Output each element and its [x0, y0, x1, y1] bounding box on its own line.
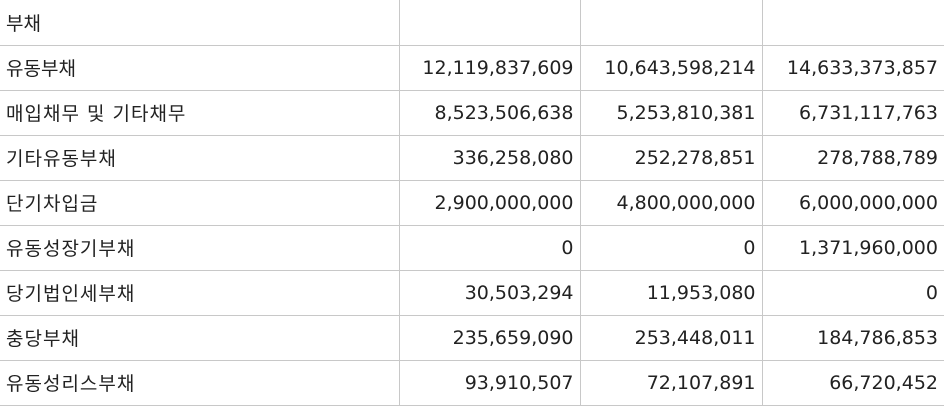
value-cell: 72,107,891: [579, 359, 763, 406]
row-label: 유동성장기부채: [0, 224, 400, 271]
value-cell: 4,800,000,000: [579, 179, 763, 226]
value-cell: 12,119,837,609: [398, 44, 581, 91]
table-row: 유동부채 12,119,837,609 10,643,598,214 14,63…: [0, 44, 944, 91]
value-cell: 1,371,960,000: [761, 224, 944, 271]
value-cell: 66,720,452: [761, 359, 944, 406]
value-cell: 253,448,011: [579, 314, 763, 361]
value-cell: 235,659,090: [398, 314, 581, 361]
table-row: 기타유동부채 336,258,080 252,278,851 278,788,7…: [0, 134, 944, 181]
table-row: 매입채무 및 기타채무 8,523,506,638 5,253,810,381 …: [0, 89, 944, 136]
row-label: 기타유동부채: [0, 134, 400, 181]
value-cell: 11,953,080: [579, 269, 763, 316]
table-row: 단기차입금 2,900,000,000 4,800,000,000 6,000,…: [0, 179, 944, 226]
table-row: 충당부채 235,659,090 253,448,011 184,786,853: [0, 314, 944, 361]
value-cell: 6,000,000,000: [761, 179, 944, 226]
value-cell: 278,788,789: [761, 134, 944, 181]
value-cell: 252,278,851: [579, 134, 763, 181]
value-cell: 0: [761, 269, 944, 316]
row-label: 당기법인세부채: [0, 269, 400, 316]
table-row: 유동성리스부채 93,910,507 72,107,891 66,720,452: [0, 359, 944, 406]
value-cell: 93,910,507: [398, 359, 581, 406]
value-cell: 0: [579, 224, 763, 271]
row-label: 단기차입금: [0, 179, 400, 226]
value-cell: 184,786,853: [761, 314, 944, 361]
value-cell: 0: [398, 224, 581, 271]
value-cell: 30,503,294: [398, 269, 581, 316]
row-label: 유동부채: [0, 44, 400, 91]
row-label: 충당부채: [0, 314, 400, 361]
row-label: 매입채무 및 기타채무: [0, 89, 400, 136]
value-cell: [579, 0, 763, 46]
table-row: 당기법인세부채 30,503,294 11,953,080 0: [0, 269, 944, 316]
value-cell: [398, 0, 581, 46]
table-row: 부채: [0, 0, 944, 46]
value-cell: 6,731,117,763: [761, 89, 944, 136]
value-cell: 5,253,810,381: [579, 89, 763, 136]
table-row: 유동성장기부채 0 0 1,371,960,000: [0, 224, 944, 271]
row-label: 부채: [0, 0, 400, 46]
value-cell: 336,258,080: [398, 134, 581, 181]
value-cell: [761, 0, 944, 46]
value-cell: 8,523,506,638: [398, 89, 581, 136]
row-label: 유동성리스부채: [0, 359, 400, 406]
value-cell: 10,643,598,214: [579, 44, 763, 91]
value-cell: 14,633,373,857: [761, 44, 944, 91]
value-cell: 2,900,000,000: [398, 179, 581, 226]
